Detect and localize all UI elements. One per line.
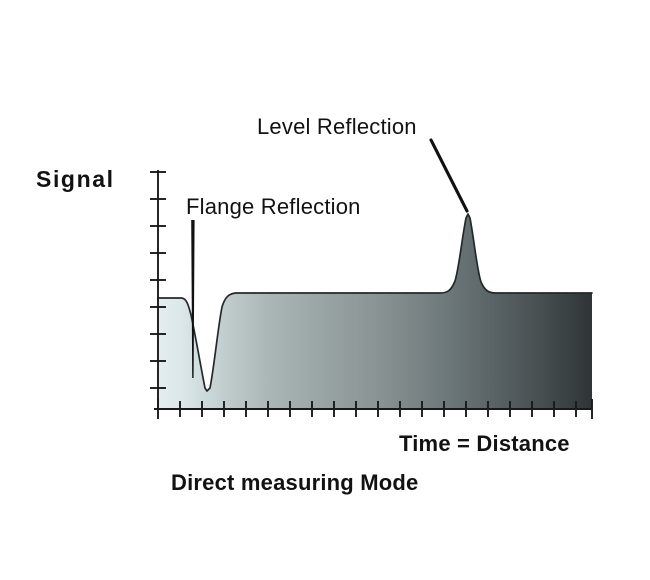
figure-caption: Direct measuring Mode [171,470,419,495]
annotation-level-reflection: Level Reflection [257,114,417,139]
y-axis-label: Signal [36,166,115,192]
level-leader-line [429,138,469,213]
echo-curve-path [157,213,593,392]
echo-fill-path [158,214,592,409]
x-axis-ticks [157,399,593,419]
flange-leader-line [191,220,195,378]
echo-area-fill [158,214,592,409]
y-axis-ticks [150,171,166,389]
chart-axes [154,170,592,410]
x-axis-label: Time = Distance [399,431,570,456]
annotation-flange-reflection: Flange Reflection [186,194,361,219]
echo-curve-outline [157,213,593,392]
